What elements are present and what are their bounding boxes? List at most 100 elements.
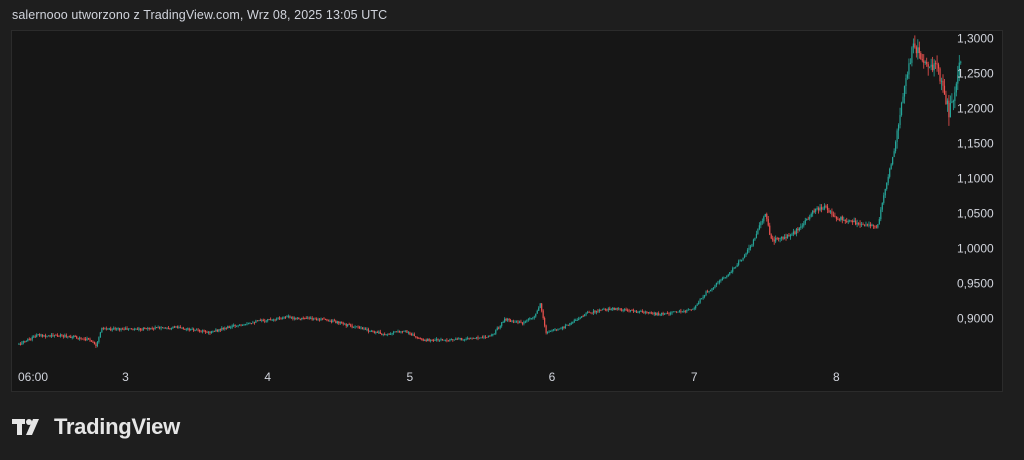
candle-body bbox=[779, 238, 781, 240]
candle-body bbox=[496, 327, 498, 331]
candle-body bbox=[666, 313, 669, 314]
candle-body bbox=[893, 151, 895, 157]
candle-body bbox=[939, 68, 941, 82]
candle-body bbox=[437, 339, 439, 341]
candle-body bbox=[566, 324, 568, 326]
chart-panel[interactable] bbox=[11, 30, 1003, 392]
price-axis[interactable]: 1,3000 1,2500 1,2000 1,1500 1,1000 1,0500 1,00… bbox=[957, 32, 994, 326]
candle-body bbox=[612, 307, 614, 310]
candle-body bbox=[935, 63, 937, 64]
candle-body bbox=[758, 225, 760, 229]
candle-body bbox=[65, 335, 67, 337]
candle-body bbox=[430, 340, 432, 341]
candle-body bbox=[77, 337, 79, 339]
candle-body bbox=[798, 227, 800, 231]
candle-body bbox=[234, 325, 236, 327]
candle-body bbox=[86, 338, 88, 341]
candle-body bbox=[613, 307, 615, 310]
candle-body bbox=[151, 328, 153, 330]
candle-body bbox=[274, 319, 276, 321]
candle-body bbox=[326, 319, 328, 321]
candle-body bbox=[176, 326, 178, 328]
candle-body bbox=[317, 319, 319, 321]
candle-body bbox=[782, 236, 784, 240]
candle-body bbox=[413, 334, 415, 337]
candle-body bbox=[652, 313, 654, 315]
candle-body bbox=[191, 328, 193, 330]
candle-body bbox=[729, 272, 731, 275]
candle-body bbox=[755, 233, 758, 238]
candle-body bbox=[172, 326, 174, 328]
candle-body bbox=[342, 323, 344, 325]
price-chart[interactable]: 1,3000 1,2500 1,2000 1,1500 1,1000 1,0500 1,00… bbox=[11, 30, 1003, 392]
candle-body bbox=[511, 321, 513, 323]
candle-body bbox=[502, 322, 504, 323]
candle-body bbox=[889, 168, 891, 177]
candle-body bbox=[161, 327, 164, 329]
candle-body bbox=[834, 215, 836, 218]
candle-body bbox=[626, 310, 629, 312]
candle-body bbox=[859, 223, 861, 225]
candle-body bbox=[173, 326, 176, 328]
y-tick-label: 0,9500 bbox=[957, 277, 994, 291]
candle-body bbox=[581, 316, 583, 318]
candle-body bbox=[735, 266, 737, 268]
candle-body bbox=[791, 234, 793, 236]
tradingview-logo[interactable]: TradingView bbox=[12, 414, 180, 440]
candle-body bbox=[124, 328, 127, 330]
candle-body bbox=[582, 316, 584, 318]
candle-body bbox=[453, 339, 455, 341]
candle-body bbox=[19, 343, 21, 345]
candle-body bbox=[930, 64, 932, 67]
candle-body bbox=[36, 334, 38, 337]
candle-body bbox=[757, 228, 759, 234]
candle-body bbox=[142, 327, 144, 330]
candle-body bbox=[209, 331, 211, 334]
candle-body bbox=[952, 101, 954, 102]
candle-body bbox=[883, 195, 885, 203]
candle-body bbox=[373, 331, 375, 333]
candle-body bbox=[92, 341, 94, 343]
candle-body bbox=[166, 327, 168, 329]
candle-body bbox=[215, 329, 217, 332]
candle-body bbox=[160, 327, 162, 329]
x-tick-label: 5 bbox=[407, 370, 414, 384]
candle-body bbox=[544, 318, 546, 326]
candle-body bbox=[659, 314, 661, 316]
candle-body bbox=[760, 222, 762, 226]
candle-body bbox=[895, 141, 897, 152]
x-tick-label: 3 bbox=[122, 370, 129, 384]
candle-body bbox=[751, 244, 753, 247]
candle-body bbox=[119, 328, 121, 330]
candle-body bbox=[739, 260, 741, 262]
candle-body bbox=[662, 312, 664, 315]
y-tick-label: 1,3000 bbox=[957, 32, 994, 46]
candle-body bbox=[481, 337, 484, 339]
candle-body bbox=[853, 220, 855, 223]
candle-body bbox=[477, 337, 479, 339]
candle-body bbox=[900, 102, 903, 116]
candle-body bbox=[507, 319, 509, 321]
x-tick-label: 8 bbox=[833, 370, 840, 384]
candle-body bbox=[763, 216, 765, 222]
candle-body bbox=[277, 317, 279, 320]
candle-body bbox=[723, 277, 725, 279]
candle-body bbox=[923, 60, 925, 63]
candle-body bbox=[600, 309, 602, 311]
candle-body bbox=[159, 327, 161, 329]
candle-body bbox=[22, 341, 24, 343]
time-axis[interactable]: 06:00 3 4 5 6 7 8 bbox=[18, 370, 840, 384]
candle-body bbox=[601, 309, 603, 311]
candle-body bbox=[381, 333, 383, 335]
candle-body bbox=[914, 43, 916, 48]
candle-body bbox=[487, 335, 489, 338]
candle-body bbox=[290, 316, 293, 318]
candle-body bbox=[515, 321, 518, 323]
candle-body bbox=[404, 330, 407, 332]
candle-body bbox=[678, 310, 680, 312]
candle-body bbox=[585, 312, 587, 315]
candle-body bbox=[153, 328, 155, 330]
candle-body bbox=[28, 339, 30, 341]
candle-body bbox=[61, 334, 63, 336]
candle-body bbox=[227, 326, 229, 329]
